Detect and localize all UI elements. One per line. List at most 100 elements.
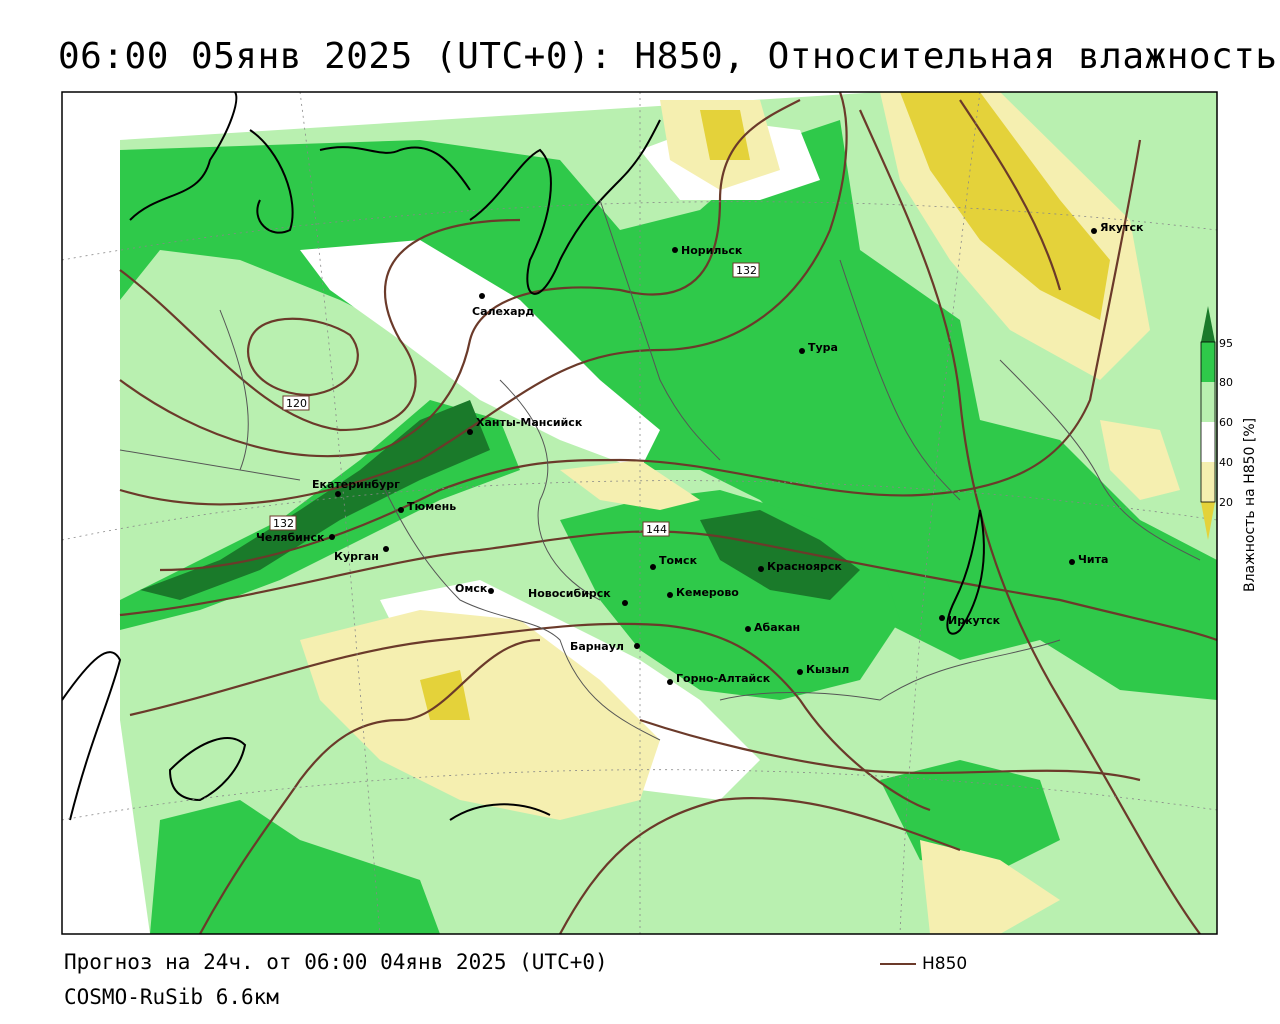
border-line	[999, 359, 1201, 561]
contour-line	[858, 109, 1201, 934]
colorbar-tick: 80	[1219, 376, 1233, 389]
colorbar-segment-60-80	[1201, 382, 1215, 422]
city-marker	[667, 592, 673, 598]
admin-borders	[119, 199, 1201, 741]
city-label: Екатеринбург	[312, 478, 400, 491]
contour-label-box: 132	[269, 515, 297, 531]
city-label: Якутск	[1100, 221, 1144, 234]
city-label: Салехард	[472, 305, 534, 318]
graticule	[62, 92, 1217, 934]
city-marker	[650, 564, 656, 570]
colorbar-segment-80-95	[1201, 342, 1215, 382]
forecast-info: Прогноз на 24ч. от 06:00 04янв 2025 (UTC…	[64, 950, 608, 974]
colorbar-segment-20-40	[1201, 462, 1215, 502]
contour-label: 120	[286, 397, 307, 410]
border-line	[119, 449, 301, 481]
coastline	[249, 129, 294, 234]
contour-line	[119, 99, 801, 458]
city-label: Тура	[808, 341, 838, 354]
city-label: Томск	[659, 554, 698, 567]
colorbar-bottom-arrow	[1201, 502, 1215, 540]
coastline	[319, 146, 471, 191]
colorbar-title: Влажность на H850 [%]	[1242, 417, 1258, 592]
border-line	[719, 639, 1061, 701]
cities: Норильск Салехард Якутск Тура Ханты-Манс…	[256, 221, 1144, 685]
contour-line	[247, 317, 359, 397]
city-label: Омск	[455, 582, 488, 595]
contour-line	[199, 638, 541, 934]
city-marker	[758, 566, 764, 572]
city-marker	[797, 669, 803, 675]
page-title: 06:00 05янв 2025 (UTC+0): H850, Относите…	[58, 36, 1278, 77]
city-marker	[488, 588, 494, 594]
city-label: Тюмень	[407, 500, 456, 513]
colorbar-tick: 60	[1219, 416, 1233, 429]
humidity-zone-yellow-light	[300, 610, 660, 820]
colorbar-outline	[1200, 341, 1216, 503]
humidity-zone-yellow-east	[1100, 420, 1180, 500]
city-marker	[383, 546, 389, 552]
city-marker	[329, 534, 335, 540]
contour-line	[129, 622, 931, 812]
city-label: Горно-Алтайск	[676, 672, 771, 685]
contour-label-box: 132	[732, 262, 760, 278]
city-label: Ханты-Мансийск	[476, 416, 583, 429]
contour-line	[119, 92, 848, 506]
coastline	[129, 92, 238, 221]
humidity-zone-green-sw	[150, 800, 440, 934]
graticule-line	[62, 480, 1217, 541]
colorbar: 95 80 60 40 20	[1200, 306, 1233, 540]
city-label: Барнаул	[570, 640, 624, 653]
colorbar-tick: 20	[1219, 496, 1233, 509]
humidity-field	[120, 92, 1217, 934]
city-marker	[622, 600, 628, 606]
coastline	[62, 651, 122, 821]
border-line	[379, 479, 661, 741]
h850-contours	[119, 92, 1217, 934]
border-line	[499, 379, 601, 601]
city-marker	[479, 293, 485, 299]
city-marker	[799, 348, 805, 354]
humidity-zone-yellow-dark-2	[700, 110, 750, 160]
humidity-zone-yellow-south	[560, 460, 700, 510]
graticule-line	[899, 92, 981, 934]
humidity-zone-white-band	[300, 240, 660, 470]
city-marker	[1091, 228, 1097, 234]
humidity-zone-yellow-se	[920, 840, 1060, 934]
contour-line	[159, 139, 1142, 572]
contour-legend: H850	[880, 954, 967, 974]
humidity-zone-yellow-dark-1	[420, 670, 470, 720]
city-marker	[634, 643, 640, 649]
city-label: Чита	[1078, 553, 1108, 566]
model-name: COSMO-RuSib 6.6км	[64, 985, 279, 1009]
colorbar-top-arrow	[1201, 306, 1215, 342]
city-marker	[1069, 559, 1075, 565]
city-label: Абакан	[754, 621, 800, 634]
city-label: Кемерово	[676, 586, 739, 599]
contour-label-box: 120	[282, 395, 310, 411]
contour-label: 132	[736, 264, 757, 277]
coastline	[449, 803, 551, 821]
humidity-zone-yellow-dark-ne	[900, 92, 1110, 320]
contour-line	[119, 530, 1217, 642]
contour-line	[559, 796, 961, 934]
city-label: Курган	[334, 550, 379, 563]
city-label: Норильск	[681, 244, 743, 257]
city-marker	[335, 491, 341, 497]
map-frame	[61, 91, 1218, 935]
border-line	[599, 199, 721, 461]
contour-legend-swatch	[880, 963, 916, 965]
city-label: Челябинск	[256, 531, 325, 544]
colorbar-segment-40-60	[1201, 422, 1215, 462]
coastline	[469, 119, 661, 295]
city-marker	[667, 679, 673, 685]
contour-line	[639, 718, 1141, 782]
contour-legend-label: H850	[922, 954, 968, 974]
contour-label-box: 144	[642, 521, 670, 537]
contour-label: 144	[646, 523, 667, 536]
city-label: Красноярск	[767, 560, 842, 573]
city-marker	[939, 615, 945, 621]
coastlines	[62, 92, 985, 821]
humidity-zone-dark-2	[700, 510, 860, 600]
humidity-zone-dark	[140, 400, 490, 600]
